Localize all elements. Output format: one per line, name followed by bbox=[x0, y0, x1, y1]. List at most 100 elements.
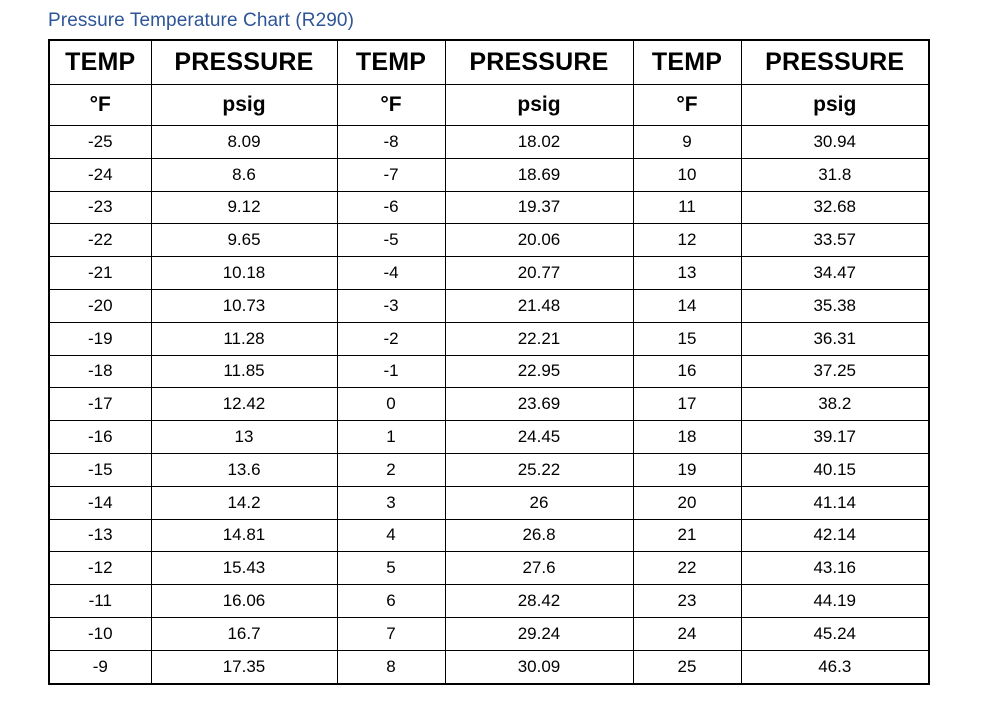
pressure-cell: 26 bbox=[444, 485, 634, 520]
pressure-cell: 35.38 bbox=[740, 288, 930, 323]
table-row: -21 10.18 -4 20.77 13 34.47 bbox=[48, 256, 930, 290]
table-row: -9 17.35 8 30.09 25 46.3 bbox=[48, 649, 930, 685]
temp-cell: -12 bbox=[48, 551, 152, 586]
table-row: -11 16.06 6 28.42 23 44.19 bbox=[48, 584, 930, 618]
pressure-cell: 15.43 bbox=[150, 551, 338, 586]
temp-cell: 7 bbox=[336, 616, 446, 651]
pressure-cell: 16.7 bbox=[150, 616, 338, 651]
temp-cell: -25 bbox=[48, 125, 152, 159]
header-row: TEMP PRESSURE TEMP PRESSURE TEMP PRESSUR… bbox=[48, 39, 930, 85]
pressure-cell: 14.81 bbox=[150, 518, 338, 553]
pressure-cell: 30.94 bbox=[740, 125, 930, 159]
temp-cell: -1 bbox=[336, 354, 446, 389]
temp-cell: -10 bbox=[48, 616, 152, 651]
temp-cell: 17 bbox=[632, 387, 742, 422]
pressure-cell: 25.22 bbox=[444, 452, 634, 487]
temp-cell: 14 bbox=[632, 288, 742, 323]
temp-cell: 4 bbox=[336, 518, 446, 553]
temp-cell: 22 bbox=[632, 551, 742, 586]
temp-cell: -11 bbox=[48, 584, 152, 618]
pressure-cell: 27.6 bbox=[444, 551, 634, 586]
table-row: -23 9.12 -6 19.37 11 32.68 bbox=[48, 190, 930, 225]
table-row: -19 11.28 -2 22.21 15 36.31 bbox=[48, 321, 930, 356]
temp-cell: -21 bbox=[48, 256, 152, 290]
temp-cell: 2 bbox=[336, 452, 446, 487]
page-title: Pressure Temperature Chart (R290) bbox=[48, 10, 355, 31]
pressure-cell: 11.85 bbox=[150, 354, 338, 389]
table-row: -22 9.65 -5 20.06 12 33.57 bbox=[48, 223, 930, 258]
pressure-cell: 8.6 bbox=[150, 157, 338, 192]
pressure-cell: 21.48 bbox=[444, 288, 634, 323]
temp-cell: -22 bbox=[48, 223, 152, 258]
temp-cell: -24 bbox=[48, 157, 152, 192]
pressure-cell: 29.24 bbox=[444, 616, 634, 651]
temp-cell: -17 bbox=[48, 387, 152, 422]
temp-cell: 1 bbox=[336, 420, 446, 454]
table-row: -13 14.81 4 26.8 21 42.14 bbox=[48, 518, 930, 553]
table-row: -15 13.6 2 25.22 19 40.15 bbox=[48, 452, 930, 487]
pressure-cell: 33.57 bbox=[740, 223, 930, 258]
pressure-cell: 31.8 bbox=[740, 157, 930, 192]
pressure-cell: 20.06 bbox=[444, 223, 634, 258]
pressure-cell: 23.69 bbox=[444, 387, 634, 422]
temp-cell: -7 bbox=[336, 157, 446, 192]
temp-cell: -8 bbox=[336, 125, 446, 159]
unit-header-temp: °F bbox=[336, 84, 446, 126]
pressure-cell: 40.15 bbox=[740, 452, 930, 487]
pressure-cell: 13 bbox=[150, 420, 338, 454]
temp-cell: -15 bbox=[48, 452, 152, 487]
temp-cell: -18 bbox=[48, 354, 152, 389]
pressure-cell: 9.12 bbox=[150, 190, 338, 225]
unit-header-temp: °F bbox=[48, 84, 152, 126]
table-row: -17 12.42 0 23.69 17 38.2 bbox=[48, 387, 930, 422]
temp-cell: -4 bbox=[336, 256, 446, 290]
pressure-cell: 43.16 bbox=[740, 551, 930, 586]
pressure-cell: 34.47 bbox=[740, 256, 930, 290]
pressure-cell: 45.24 bbox=[740, 616, 930, 651]
temp-cell: 10 bbox=[632, 157, 742, 192]
column-header-pressure: PRESSURE bbox=[740, 39, 930, 85]
temp-cell: 15 bbox=[632, 321, 742, 356]
temp-cell: 24 bbox=[632, 616, 742, 651]
temp-cell: 19 bbox=[632, 452, 742, 487]
temp-cell: -16 bbox=[48, 420, 152, 454]
column-header-pressure: PRESSURE bbox=[150, 39, 338, 85]
temp-cell: -5 bbox=[336, 223, 446, 258]
unit-header-pressure: psig bbox=[150, 84, 338, 126]
pressure-cell: 22.21 bbox=[444, 321, 634, 356]
table-row: -12 15.43 5 27.6 22 43.16 bbox=[48, 551, 930, 586]
temp-cell: 11 bbox=[632, 190, 742, 225]
temp-cell: -14 bbox=[48, 485, 152, 520]
pressure-cell: 10.73 bbox=[150, 288, 338, 323]
pressure-cell: 38.2 bbox=[740, 387, 930, 422]
temp-cell: 16 bbox=[632, 354, 742, 389]
temp-cell: -3 bbox=[336, 288, 446, 323]
pressure-cell: 36.31 bbox=[740, 321, 930, 356]
pressure-cell: 32.68 bbox=[740, 190, 930, 225]
pressure-cell: 17.35 bbox=[150, 649, 338, 685]
pressure-cell: 13.6 bbox=[150, 452, 338, 487]
unit-header-temp: °F bbox=[632, 84, 742, 126]
table-row: -25 8.09 -8 18.02 9 30.94 bbox=[48, 125, 930, 159]
pressure-cell: 20.77 bbox=[444, 256, 634, 290]
pressure-cell: 46.3 bbox=[740, 649, 930, 685]
table-row: -18 11.85 -1 22.95 16 37.25 bbox=[48, 354, 930, 389]
pressure-cell: 8.09 bbox=[150, 125, 338, 159]
column-header-temp: TEMP bbox=[336, 39, 446, 85]
pressure-cell: 11.28 bbox=[150, 321, 338, 356]
unit-header-pressure: psig bbox=[444, 84, 634, 126]
pressure-cell: 24.45 bbox=[444, 420, 634, 454]
pressure-cell: 16.06 bbox=[150, 584, 338, 618]
temp-cell: 13 bbox=[632, 256, 742, 290]
column-header-pressure: PRESSURE bbox=[444, 39, 634, 85]
temp-cell: 21 bbox=[632, 518, 742, 553]
temp-cell: 0 bbox=[336, 387, 446, 422]
temp-cell: -23 bbox=[48, 190, 152, 225]
temp-cell: -20 bbox=[48, 288, 152, 323]
pressure-cell: 30.09 bbox=[444, 649, 634, 685]
table-row: -10 16.7 7 29.24 24 45.24 bbox=[48, 616, 930, 651]
temp-cell: -19 bbox=[48, 321, 152, 356]
temp-cell: -9 bbox=[48, 649, 152, 685]
table-row: -20 10.73 -3 21.48 14 35.38 bbox=[48, 288, 930, 323]
temp-cell: 5 bbox=[336, 551, 446, 586]
